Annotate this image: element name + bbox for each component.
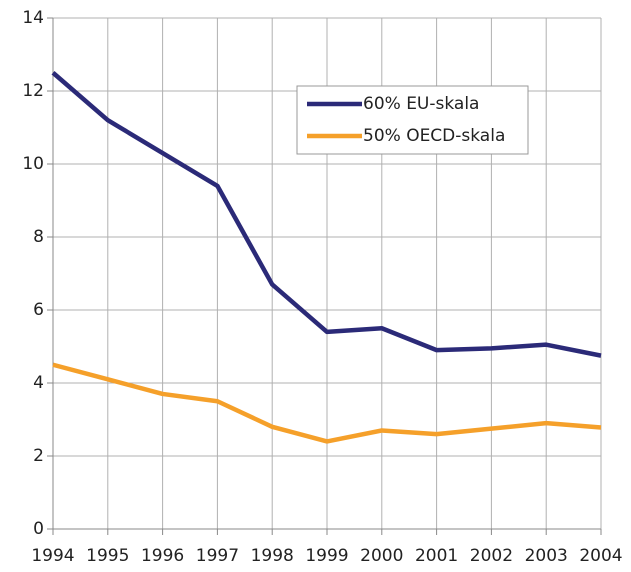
legend-label: 50% OECD-skala [363, 126, 505, 146]
y-tick-label: 12 [22, 81, 44, 101]
x-tick-label: 2002 [470, 546, 513, 566]
x-tick-label: 2001 [415, 546, 458, 566]
y-tick-label: 6 [33, 300, 44, 320]
y-tick-label: 8 [33, 227, 44, 247]
y-tick-label: 2 [33, 446, 44, 466]
x-tick-label: 1994 [31, 546, 74, 566]
x-tick-label: 2003 [525, 546, 568, 566]
x-tick-label: 1998 [251, 546, 294, 566]
y-tick-label: 4 [33, 373, 44, 393]
x-tick-label: 1995 [86, 546, 129, 566]
series-line [51, 71, 602, 358]
x-tick-label: 1997 [196, 546, 239, 566]
legend-label: 60% EU-skala [363, 94, 479, 114]
legend-box [296, 85, 529, 155]
series-line [52, 362, 602, 444]
y-tick-label: 10 [22, 154, 44, 174]
x-tick-label: 1996 [141, 546, 184, 566]
y-tick-label: 14 [22, 8, 44, 28]
x-tick-label: 2004 [579, 546, 622, 566]
x-tick-label: 1999 [305, 546, 348, 566]
x-tick-label: 2000 [360, 546, 403, 566]
y-tick-label: 0 [33, 519, 44, 539]
